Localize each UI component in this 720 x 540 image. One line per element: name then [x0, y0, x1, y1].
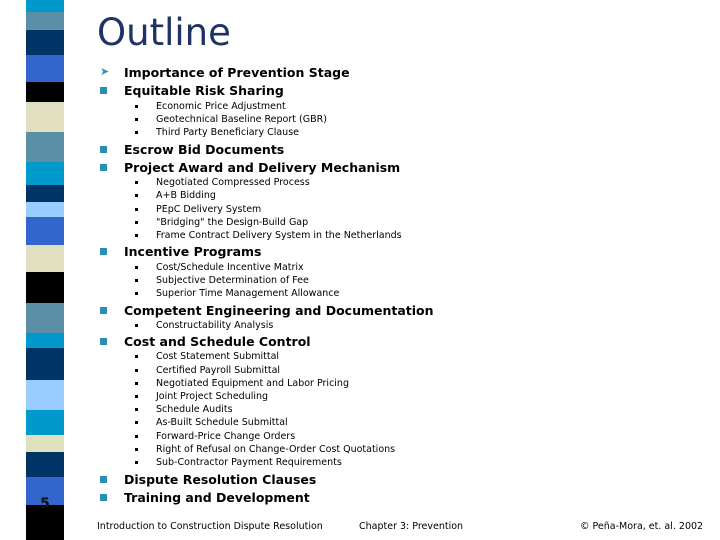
- small-square-bullet-icon: [135, 292, 138, 295]
- stripe: [26, 245, 64, 272]
- stripe: [26, 162, 64, 185]
- small-square-bullet-icon: [135, 131, 138, 134]
- stripe: [26, 348, 64, 380]
- square-icon: [100, 248, 107, 255]
- stripe: [26, 435, 64, 452]
- small-square-bullet-icon: [135, 369, 138, 372]
- outline-item-label: Project Award and Delivery Mechanism: [124, 160, 401, 175]
- stripe: [26, 333, 64, 348]
- small-square-bullet-icon: [135, 408, 138, 411]
- outline-item-label: Cost and Schedule Control: [124, 334, 311, 349]
- outline-subitem-label: Economic Price Adjustment: [156, 101, 286, 112]
- stripe: [26, 185, 64, 202]
- outline-item-label: Equitable Risk Sharing: [124, 83, 284, 98]
- outline-subitem-label: A+B Bidding: [156, 190, 216, 201]
- outline-subitem-label: Forward-Price Change Orders: [156, 431, 296, 442]
- outline-item-label: Competent Engineering and Documentation: [124, 303, 434, 318]
- outline-subitem-label: Cost Statement Submittal: [156, 351, 280, 362]
- outline-subitem-label: Cost/Schedule Incentive Matrix: [156, 262, 304, 273]
- square-icon: [100, 338, 107, 345]
- small-square-bullet-icon: [135, 105, 138, 108]
- stripe: [26, 272, 64, 303]
- outline-subitem-label: PEpC Delivery System: [156, 204, 262, 215]
- outline-item-label: Incentive Programs: [124, 244, 262, 259]
- outline-subitem-label: Right of Refusal on Change-Order Cost Qu…: [156, 444, 396, 455]
- small-square-bullet-icon: [135, 118, 138, 121]
- small-square-bullet-icon: [135, 382, 138, 385]
- arrow-icon: ➤: [100, 65, 110, 78]
- outline-subitem-label: Sub-Contractor Payment Requirements: [156, 457, 342, 468]
- stripe: [26, 0, 64, 12]
- outline-subitem-label: As-Built Schedule Submittal: [156, 417, 288, 428]
- square-icon: [100, 476, 107, 483]
- stripe: [26, 217, 64, 245]
- outline-item-label: Dispute Resolution Clauses: [124, 472, 317, 487]
- square-icon: [100, 87, 107, 94]
- stripe: [26, 452, 64, 477]
- small-square-bullet-icon: [135, 234, 138, 237]
- outline-item-label: Training and Development: [124, 490, 310, 505]
- outline-subitem-label: Constructability Analysis: [156, 320, 274, 331]
- slide-number: 5: [40, 496, 50, 512]
- slide-title: Outline: [97, 11, 231, 54]
- small-square-bullet-icon: [135, 221, 138, 224]
- small-square-bullet-icon: [135, 395, 138, 398]
- footer-course-title: Introduction to Construction Dispute Res…: [97, 521, 323, 532]
- outline-subitem-label: Geotechnical Baseline Report (GBR): [156, 114, 327, 125]
- stripe: [26, 30, 64, 55]
- stripe: [26, 55, 64, 82]
- stripe: [26, 410, 64, 435]
- stripe: [26, 505, 64, 540]
- outline-subitem-label: Subjective Determination of Fee: [156, 275, 309, 286]
- square-icon: [100, 494, 107, 501]
- small-square-bullet-icon: [135, 181, 138, 184]
- small-square-bullet-icon: [135, 448, 138, 451]
- outline-subitem-label: Schedule Audits: [156, 404, 233, 415]
- small-square-bullet-icon: [135, 279, 138, 282]
- stripe: [26, 477, 64, 505]
- stripe: [26, 102, 64, 132]
- outline-subitem-label: Negotiated Equipment and Labor Pricing: [156, 378, 349, 389]
- footer-chapter: Chapter 3: Prevention: [359, 521, 464, 532]
- stripe: [26, 202, 64, 217]
- outline-subitem-label: Superior Time Management Allowance: [156, 288, 340, 299]
- outline-subitem-label: Frame Contract Delivery System in the Ne…: [156, 230, 402, 241]
- small-square-bullet-icon: [135, 435, 138, 438]
- small-square-bullet-icon: [135, 194, 138, 197]
- outline-subitem-label: Joint Project Scheduling: [156, 391, 269, 402]
- outline-subitem-label: "Bridging" the Design-Build Gap: [156, 217, 309, 228]
- small-square-bullet-icon: [135, 461, 138, 464]
- outline-item-label: Importance of Prevention Stage: [124, 65, 350, 80]
- stripe: [26, 132, 64, 162]
- small-square-bullet-icon: [135, 355, 138, 358]
- small-square-bullet-icon: [135, 208, 138, 211]
- outline-subitem-label: Negotiated Compressed Process: [156, 177, 310, 188]
- outline-item-label: Escrow Bid Documents: [124, 142, 285, 157]
- outline-subitem-label: Third Party Beneficiary Clause: [156, 127, 300, 138]
- outline-subitem-label: Certified Payroll Submittal: [156, 365, 281, 376]
- footer-copyright: © Peña-Mora, et. al. 2002: [580, 521, 704, 532]
- small-square-bullet-icon: [135, 324, 138, 327]
- square-icon: [100, 146, 107, 153]
- stripe: [26, 82, 64, 102]
- square-icon: [100, 307, 107, 314]
- stripe: [26, 303, 64, 333]
- stripe: [26, 12, 64, 30]
- small-square-bullet-icon: [135, 266, 138, 269]
- square-icon: [100, 164, 107, 171]
- small-square-bullet-icon: [135, 421, 138, 424]
- stripe: [26, 380, 64, 410]
